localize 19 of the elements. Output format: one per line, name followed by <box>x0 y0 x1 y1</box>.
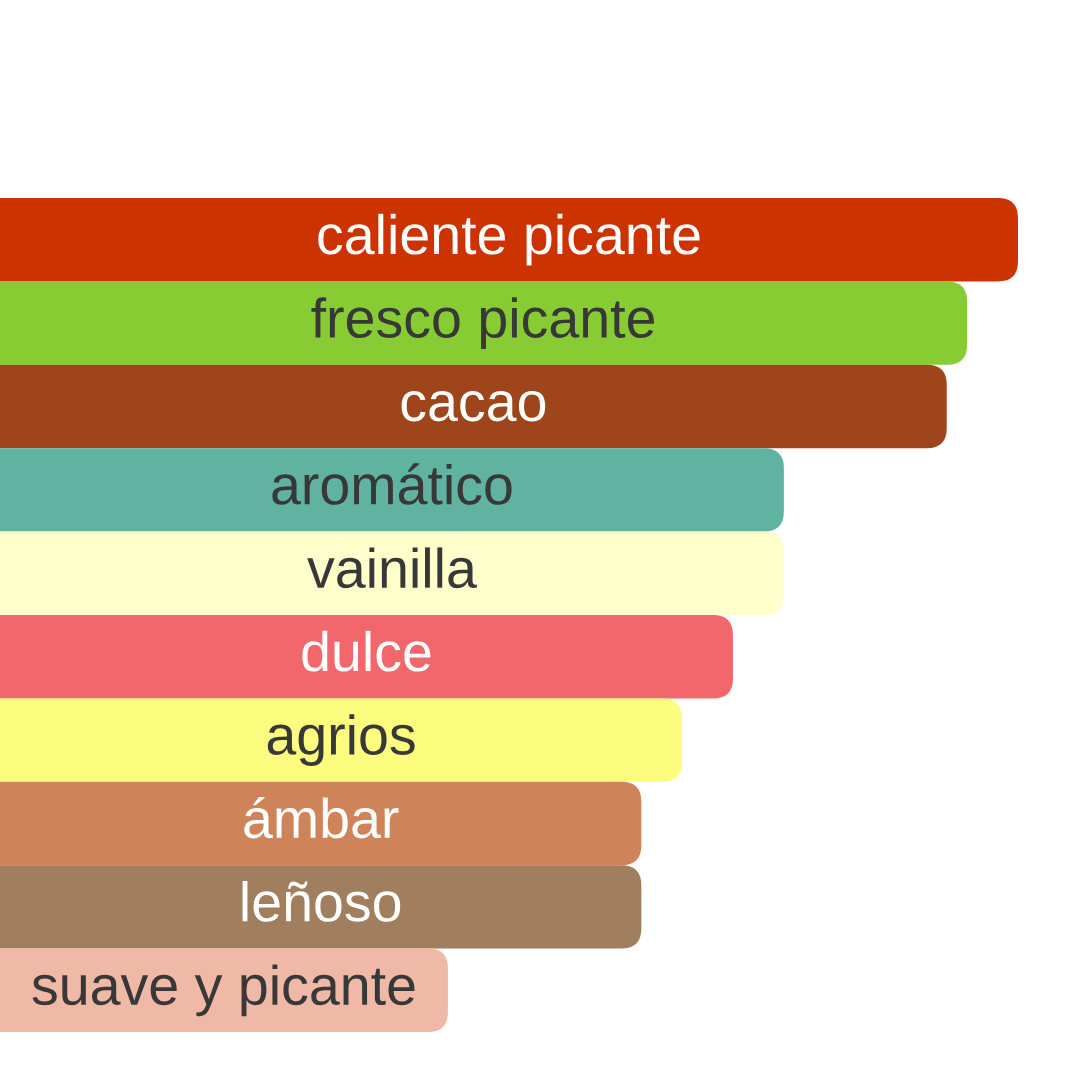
bar <box>0 448 784 532</box>
y-tick-label: agrios <box>267 714 415 766</box>
bar <box>0 615 733 699</box>
y-tick-label: vainilla <box>307 547 477 589</box>
bar <box>0 781 642 866</box>
bar <box>0 698 683 782</box>
y-tick-label: dulce <box>302 630 431 672</box>
y-tick-label: suave y picante <box>32 964 415 1017</box>
bar <box>0 531 784 615</box>
bar <box>0 281 968 365</box>
y-tick-label: aromático <box>272 463 512 505</box>
bar <box>0 865 642 949</box>
bar <box>0 198 1018 282</box>
y-tick-label: cacao <box>401 390 546 422</box>
bar <box>0 364 947 449</box>
y-tick-label: fresco picante <box>311 297 655 349</box>
y-tick-label: ámbar <box>244 796 399 839</box>
y-tick-label: caliente picante <box>318 213 700 266</box>
y-tick-label: leñoso <box>242 881 401 922</box>
